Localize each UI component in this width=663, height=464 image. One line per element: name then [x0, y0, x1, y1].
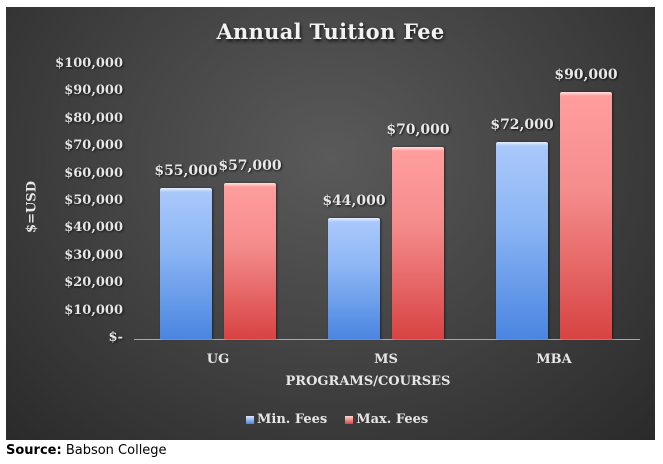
x-axis-line [134, 339, 640, 340]
y-tick-label: $60,000 [64, 165, 123, 181]
y-tick-label: $50,000 [64, 193, 123, 208]
legend-item-min: Min. Fees [246, 412, 327, 427]
legend-swatch-min-icon [246, 415, 254, 424]
legend: Min. Fees Max. Fees [246, 412, 428, 427]
y-tick-label: $10,000 [64, 302, 123, 318]
bar-ms-min [328, 218, 380, 339]
y-tick-label: $90,000 [64, 83, 123, 99]
chart-panel: Annual Tuition Fee $=USD $- $10,000 $20,00… [6, 7, 655, 440]
y-tick-label: $80,000 [64, 110, 123, 126]
data-label: $44,000 [322, 193, 386, 210]
data-label: $72,000 [490, 116, 554, 133]
bar-ms-max [392, 147, 444, 339]
legend-item-max: Max. Fees [345, 412, 428, 427]
y-tick-label: $70,000 [64, 138, 123, 154]
bar-ug-max [224, 182, 276, 339]
bar-mba-min [496, 141, 548, 339]
x-category-label: MS [374, 352, 398, 367]
y-tick-label: $- [108, 330, 123, 345]
data-label: $55,000 [154, 163, 218, 180]
source-label: Source: [6, 443, 62, 458]
data-label: $70,000 [386, 122, 450, 139]
y-tick-label: $40,000 [64, 220, 123, 236]
x-category-label: MBA [536, 352, 572, 367]
legend-label-max: Max. Fees [356, 412, 429, 427]
y-axis-label: $=USD [24, 181, 40, 233]
y-tick-label: $100,000 [55, 56, 123, 71]
bar-mba-max [560, 92, 612, 339]
bar-ug-min [160, 188, 212, 339]
legend-label-min: Min. Fees [257, 412, 328, 427]
x-axis-label: PROGRAMS/COURSES [285, 374, 451, 389]
data-label: $57,000 [218, 157, 282, 174]
source-text: Babson College [61, 443, 167, 458]
source-note: Source: Babson College [6, 443, 167, 458]
data-label: $90,000 [554, 67, 618, 84]
y-tick-label: $20,000 [64, 275, 123, 291]
x-category-label: UG [206, 352, 230, 367]
y-tick-label: $30,000 [64, 247, 123, 263]
legend-swatch-max-icon [345, 415, 354, 424]
chart-title: Annual Tuition Fee [216, 19, 445, 44]
